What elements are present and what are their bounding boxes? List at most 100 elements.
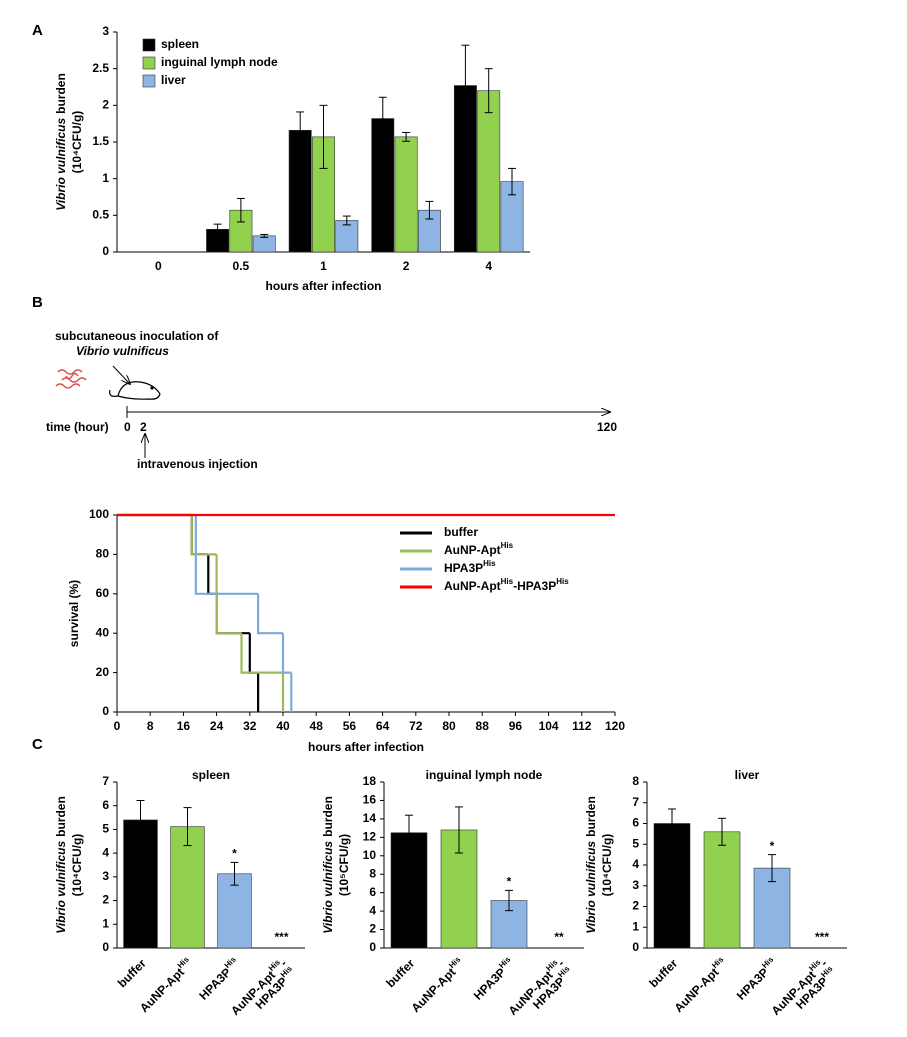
bar xyxy=(653,823,691,949)
panel-label: B xyxy=(32,294,43,311)
diagram-text: subcutaneous inoculation of xyxy=(55,329,219,343)
bar xyxy=(394,136,418,253)
diagram-text: 2 xyxy=(140,420,147,434)
error-bar xyxy=(505,889,513,912)
y-tick-label: 3 xyxy=(632,878,639,892)
significance: * xyxy=(507,875,512,889)
text-part: AuNP-Apt xyxy=(444,543,501,557)
y-tick-label: 7 xyxy=(632,795,639,809)
y-tick-label: 1 xyxy=(632,919,639,933)
bar xyxy=(123,819,158,949)
x-tick-label: AuNP-AptHis xyxy=(407,955,468,1016)
y-tick-label: 20 xyxy=(96,665,110,679)
y-tick-label: 12 xyxy=(363,830,377,844)
y-axis-title-text: burden xyxy=(584,796,598,837)
error-bar xyxy=(378,96,387,141)
x-tick-label: 4 xyxy=(485,259,492,273)
y-tick-label: 8 xyxy=(369,866,376,880)
significance: * xyxy=(770,839,775,853)
diagram-text: intravenous injection xyxy=(137,457,258,471)
y-axis-title-text: burden xyxy=(54,796,68,837)
y-tick-label: 5 xyxy=(632,836,639,850)
legend-label: AuNP-AptHis xyxy=(444,541,514,557)
bar xyxy=(217,873,252,949)
x-tick-label: 0.5 xyxy=(233,259,250,273)
y-tick-label: 2 xyxy=(632,899,639,913)
text-part: AuNP-Apt xyxy=(409,965,459,1015)
diagram-text: time (hour) xyxy=(46,420,109,434)
x-tick-label: 16 xyxy=(177,719,191,733)
y-axis-unit: (10⁴CFU/g) xyxy=(600,834,614,897)
x-tick-label: HPA3PHis xyxy=(733,955,781,1003)
x-tick-label: 64 xyxy=(376,719,390,733)
mouse-icon xyxy=(109,381,161,400)
y-tick-label: 10 xyxy=(363,848,377,862)
x-tick-label: 8 xyxy=(147,719,154,733)
y-axis-unit: (10⁴CFU/g) xyxy=(70,834,84,897)
text-part: AuNP-Apt xyxy=(137,965,187,1015)
x-tick-label: 0 xyxy=(155,259,162,273)
x-tick-label: buffer xyxy=(115,956,149,990)
x-tick-label: 24 xyxy=(210,719,224,733)
y-tick-label: 4 xyxy=(369,903,376,917)
legend-label: inguinal lymph node xyxy=(161,55,278,69)
x-tick-label: 0 xyxy=(114,719,121,733)
chart-title: liver xyxy=(735,768,760,782)
y-tick-label: 0 xyxy=(369,940,376,954)
diagram-text: Vibrio vulnificus xyxy=(76,344,169,358)
error-bar xyxy=(342,215,351,226)
y-axis-title: Vibrio vulnificus burden xyxy=(584,796,598,934)
bar xyxy=(252,235,276,253)
superscript: His xyxy=(556,577,569,586)
survival-step xyxy=(190,515,217,556)
text-part: buffer xyxy=(444,525,478,539)
y-tick-label: 4 xyxy=(102,845,109,859)
error-bar xyxy=(230,861,239,886)
bar xyxy=(390,832,428,949)
error-bar xyxy=(455,806,463,854)
survival-step xyxy=(281,633,292,674)
survival-step xyxy=(194,515,259,595)
bar xyxy=(477,90,501,253)
error-bar xyxy=(508,167,517,196)
x-tick-label: buffer xyxy=(646,956,680,990)
legend-label: spleen xyxy=(161,37,199,51)
y-axis-title: Vibrio vulnificus burden xyxy=(54,796,68,934)
y-tick-label: 2 xyxy=(369,922,376,936)
error-bar xyxy=(319,104,328,169)
text-part: AuNP-Apt xyxy=(672,965,722,1015)
y-axis-title-species: Vibrio vulnificus xyxy=(321,841,335,934)
y-tick-label: 6 xyxy=(102,798,109,812)
legend-label: HPA3PHis xyxy=(444,559,496,575)
error-bar xyxy=(405,814,413,851)
significance: *** xyxy=(815,930,829,944)
text-part: HPA3P xyxy=(444,561,483,575)
x-tick-label: 104 xyxy=(539,719,559,733)
x-tick-label: 2 xyxy=(403,259,410,273)
y-axis-title: survival (%) xyxy=(67,580,81,647)
panel-label: A xyxy=(32,22,43,39)
x-tick-label: 48 xyxy=(310,719,324,733)
error-bar xyxy=(183,807,192,847)
y-tick-label: 1 xyxy=(102,916,109,930)
text-part: HPA3P xyxy=(196,965,234,1003)
y-tick-label: 3 xyxy=(102,24,109,38)
y-axis-title-species: Vibrio vulnificus xyxy=(54,118,68,211)
x-tick-label: HPA3PHis xyxy=(470,955,518,1003)
error-bar xyxy=(236,197,245,223)
diagram-text: 120 xyxy=(597,420,617,434)
y-tick-label: 40 xyxy=(96,625,110,639)
x-axis-title: hours after infection xyxy=(308,740,424,754)
bacteria-icon xyxy=(55,369,87,389)
y-tick-label: 1.5 xyxy=(92,134,109,148)
significance: ** xyxy=(554,930,564,944)
x-tick-label: 120 xyxy=(605,719,625,733)
y-tick-label: 1 xyxy=(102,171,109,185)
bar xyxy=(170,826,205,949)
x-tick-label: buffer xyxy=(383,956,417,990)
y-tick-label: 2.5 xyxy=(92,61,109,75)
y-tick-label: 0 xyxy=(102,704,109,718)
error-bar xyxy=(768,854,776,883)
text-part: HPA3P xyxy=(734,965,772,1003)
arrow xyxy=(112,365,130,384)
